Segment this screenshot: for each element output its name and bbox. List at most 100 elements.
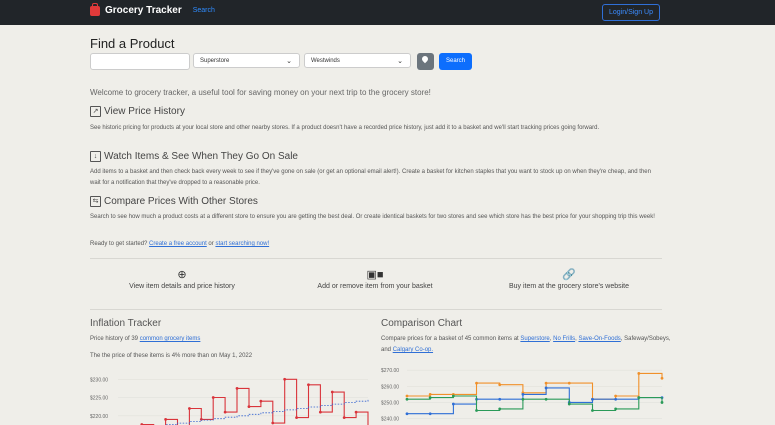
y-tick-label: $250.00 bbox=[381, 400, 399, 406]
data-point[interactable] bbox=[544, 381, 548, 385]
data-point[interactable] bbox=[223, 410, 227, 414]
section-title: Watch Items & See When They Go On Sale bbox=[104, 151, 298, 162]
data-point[interactable] bbox=[428, 392, 432, 396]
chevron-down-icon: ⌄ bbox=[286, 58, 292, 65]
series-line-green bbox=[407, 395, 663, 412]
zoom-in-icon: ⊕ bbox=[177, 269, 187, 281]
section-title: View Price History bbox=[104, 106, 185, 117]
data-point[interactable] bbox=[637, 372, 641, 375]
data-point[interactable] bbox=[614, 394, 618, 398]
data-point[interactable] bbox=[330, 390, 334, 394]
section-watch-items-heading: ↓ Watch Items & See When They Go On Sale bbox=[90, 151, 298, 162]
store-link-superstore[interactable]: Superstore bbox=[520, 336, 550, 342]
search-button[interactable]: Search bbox=[439, 53, 472, 70]
comparison-title: Comparison Chart bbox=[381, 318, 463, 329]
login-signup-button[interactable]: Login/Sign Up bbox=[602, 4, 660, 21]
data-point[interactable] bbox=[498, 407, 502, 411]
section-compare-text: Search to see how much a product costs a… bbox=[90, 214, 655, 220]
series-line-blue bbox=[407, 387, 662, 415]
data-point[interactable] bbox=[211, 396, 215, 399]
data-point[interactable] bbox=[544, 397, 548, 401]
data-point[interactable] bbox=[660, 376, 664, 380]
get-started-line: Ready to get started? Create a free acco… bbox=[90, 241, 269, 247]
nav-search-link[interactable]: Search bbox=[192, 7, 215, 14]
common-items-link[interactable]: common grocery items bbox=[139, 336, 201, 342]
data-point[interactable] bbox=[498, 383, 502, 387]
data-point[interactable] bbox=[614, 397, 618, 401]
store-select-value: Superstore bbox=[200, 58, 230, 64]
data-point[interactable] bbox=[567, 381, 571, 385]
y-tick-label: $230.00 bbox=[90, 377, 108, 383]
data-point[interactable] bbox=[428, 412, 432, 416]
store-select[interactable]: Superstore ⌄ bbox=[193, 53, 300, 68]
store-link-save-on-foods[interactable]: Save-On-Foods bbox=[578, 336, 621, 342]
data-point[interactable] bbox=[259, 399, 263, 403]
data-point[interactable] bbox=[475, 381, 478, 385]
basket-icon: ▣■ bbox=[366, 269, 384, 281]
section-watch-items-text: Add items to a basket and then check bac… bbox=[90, 169, 651, 186]
y-tick-label: $225.00 bbox=[90, 396, 108, 402]
data-point[interactable] bbox=[295, 416, 298, 419]
data-point[interactable] bbox=[283, 377, 287, 381]
feature-buy-item: 🔗 Buy item at the grocery store's websit… bbox=[474, 268, 664, 290]
data-point[interactable] bbox=[342, 416, 346, 419]
data-point[interactable] bbox=[567, 402, 571, 406]
inflation-title: Inflation Tracker bbox=[90, 318, 162, 329]
section-price-history-text: See historic pricing for products at you… bbox=[90, 125, 600, 131]
data-point[interactable] bbox=[637, 396, 641, 400]
data-point[interactable] bbox=[164, 418, 168, 421]
create-account-link[interactable]: Create a free account bbox=[149, 241, 207, 247]
start-searching-link[interactable]: start searching now! bbox=[215, 241, 270, 247]
data-point[interactable] bbox=[475, 409, 478, 412]
product-search-input[interactable] bbox=[90, 53, 190, 70]
data-point[interactable] bbox=[591, 397, 594, 401]
data-point[interactable] bbox=[318, 410, 322, 414]
section-title: Compare Prices With Other Stores bbox=[104, 196, 258, 207]
feature-label: View item details and price history bbox=[129, 283, 235, 290]
data-point[interactable] bbox=[660, 401, 664, 404]
store-link-no-frills[interactable]: No Frills bbox=[553, 336, 576, 342]
brand-name[interactable]: Grocery Tracker bbox=[105, 5, 182, 16]
data-point[interactable] bbox=[428, 396, 432, 400]
welcome-text: Welcome to grocery tracker, a useful too… bbox=[90, 88, 431, 97]
feature-basket: ▣■ Add or remove item from your basket bbox=[280, 268, 470, 290]
ready-mid: or bbox=[208, 241, 214, 247]
y-tick-label: $240.00 bbox=[381, 417, 399, 423]
data-point[interactable] bbox=[521, 392, 525, 396]
inflation-desc: Price history of 39 common grocery items bbox=[90, 334, 200, 345]
data-point[interactable] bbox=[235, 387, 239, 390]
data-point[interactable] bbox=[405, 397, 409, 401]
divider bbox=[90, 258, 662, 259]
data-point[interactable] bbox=[271, 421, 275, 425]
location-select-value: Westwinds bbox=[311, 58, 340, 64]
location-select[interactable]: Westwinds ⌄ bbox=[304, 53, 411, 68]
top-navbar: Grocery Tracker Search Login/Sign Up bbox=[0, 0, 775, 25]
comparison-chart: $270.00 $260.00 $250.00 $240.00 bbox=[381, 368, 664, 423]
feature-item-details: ⊕ View item details and price history bbox=[87, 268, 277, 290]
inflation-desc-prefix: Price history of 39 bbox=[90, 336, 139, 342]
data-point[interactable] bbox=[521, 397, 525, 401]
data-point[interactable] bbox=[614, 407, 618, 411]
comparison-desc: Compare prices for a basket of 45 common… bbox=[381, 336, 671, 353]
data-point[interactable] bbox=[451, 402, 455, 406]
comparison-store-plain: Safeway/Sobeys, and bbox=[381, 336, 671, 353]
data-point[interactable] bbox=[405, 394, 409, 398]
data-point[interactable] bbox=[307, 383, 310, 387]
data-point[interactable] bbox=[247, 405, 251, 409]
location-pin-button[interactable] bbox=[417, 53, 434, 70]
data-point[interactable] bbox=[354, 410, 358, 414]
chevron-down-icon: ⌄ bbox=[397, 58, 403, 65]
data-point[interactable] bbox=[451, 394, 455, 398]
arrow-down-box-icon: ↓ bbox=[90, 151, 101, 162]
data-point[interactable] bbox=[591, 409, 594, 412]
compare-icon: ⇆ bbox=[90, 196, 101, 207]
ready-prefix: Ready to get started? bbox=[90, 241, 148, 247]
inflation-note: The the price of these items is 4% more … bbox=[90, 353, 253, 359]
store-link-calgary-coop[interactable]: Calgary Co-op. bbox=[392, 347, 434, 353]
shopping-bag-icon bbox=[90, 2, 100, 16]
data-point[interactable] bbox=[188, 407, 191, 410]
data-point[interactable] bbox=[544, 386, 548, 390]
brand[interactable]: Grocery Tracker Search bbox=[90, 2, 215, 16]
data-point[interactable] bbox=[405, 412, 409, 416]
data-point[interactable] bbox=[498, 397, 502, 401]
